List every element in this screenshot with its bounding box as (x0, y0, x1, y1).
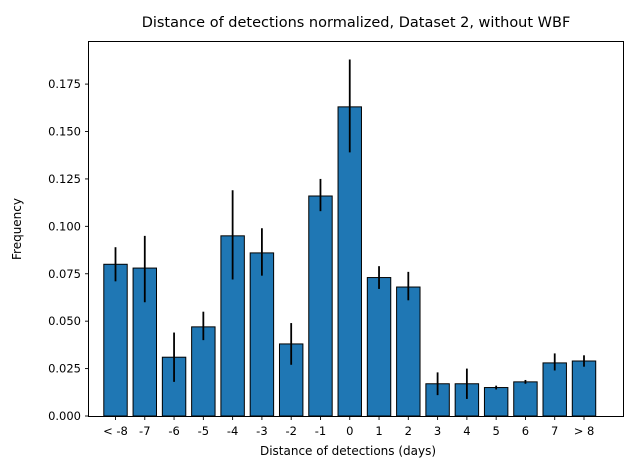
x-tick-label: 2 (405, 424, 412, 438)
bar (103, 263, 128, 417)
x-tick-label: 6 (522, 424, 529, 438)
y-tick-label: 0.050 (48, 314, 81, 328)
y-tick-label: 0.175 (48, 77, 81, 91)
bar (366, 277, 392, 417)
x-tick-label: 3 (434, 424, 441, 438)
error-bars-layer (114, 59, 585, 399)
y-tick-label: 0.025 (48, 362, 81, 376)
y-tick-label: 0.075 (48, 267, 81, 281)
x-tick-label: -5 (198, 424, 209, 438)
x-tick-label: -6 (168, 424, 179, 438)
x-tick-label: 1 (375, 424, 382, 438)
y-tick-label: 0.150 (48, 125, 81, 139)
bars-layer (103, 106, 597, 417)
y-axis: 0.000 0.025 0.050 0.075 0.100 0.125 0.150 0.175 (48, 77, 89, 423)
plot-frame (88, 41, 624, 417)
bar (396, 286, 421, 417)
bar (513, 381, 538, 417)
x-tick-label: -2 (285, 424, 296, 438)
x-tick-label: -3 (256, 424, 267, 438)
x-tick-label: -1 (315, 424, 326, 438)
bar (571, 360, 597, 417)
x-tick-label: 5 (492, 424, 499, 438)
x-tick-label: 0 (346, 424, 353, 438)
chart-title: Distance of detections normalized, Datas… (142, 15, 571, 31)
x-axis-label: Distance of detections (days) (260, 444, 436, 458)
y-tick-label: 0.000 (48, 409, 81, 423)
bar (191, 326, 216, 417)
bar (249, 252, 275, 417)
y-tick-label: 0.100 (48, 219, 81, 233)
y-axis-label: Frequency (10, 198, 24, 260)
x-tick-label: 4 (463, 424, 470, 438)
y-tick-label: 0.125 (48, 172, 81, 186)
x-axis: < -8 -7 -6 -5 -4 -3 -2 -1 0 1 2 3 4 5 6 7 > 8 (103, 416, 594, 438)
bar (308, 195, 333, 417)
x-tick-label: > 8 (574, 424, 595, 438)
x-tick-label: < -8 (103, 424, 128, 438)
bar (483, 387, 509, 417)
x-tick-label: 7 (551, 424, 558, 438)
bar (542, 362, 567, 417)
x-tick-label: -7 (139, 424, 150, 438)
bar (337, 106, 362, 417)
x-tick-label: -4 (227, 424, 238, 438)
